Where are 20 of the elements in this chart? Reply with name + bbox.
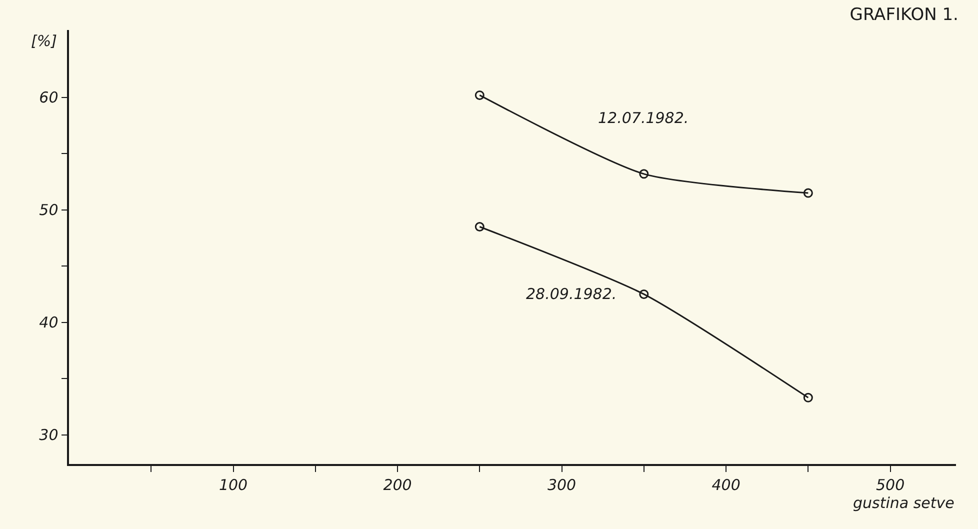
point [474, 222, 484, 232]
y-tick-label: 50 [39, 201, 58, 220]
y-tick-label: 30 [39, 426, 58, 444]
y-tick-label: 40 [39, 314, 58, 332]
y-axis-title: [%] [31, 32, 58, 50]
series-label: 28.09.1982. [526, 285, 617, 303]
point [474, 90, 484, 100]
x-tick-label: 500 [876, 476, 905, 494]
point [639, 169, 649, 179]
point [803, 188, 813, 198]
point [639, 289, 649, 299]
x-tick-label: 400 [712, 476, 740, 494]
x-axis-title: gustina setve [853, 494, 954, 512]
x-tick-label: 200 [383, 476, 412, 494]
chart-title: GRAFIKON 1. [850, 4, 958, 25]
x-tick-label: 300 [547, 476, 576, 494]
y-tick-label: 60 [39, 88, 58, 107]
series-label: 12.07.1982. [598, 109, 689, 127]
point [803, 392, 813, 402]
x-tick-label: 100 [218, 476, 248, 494]
